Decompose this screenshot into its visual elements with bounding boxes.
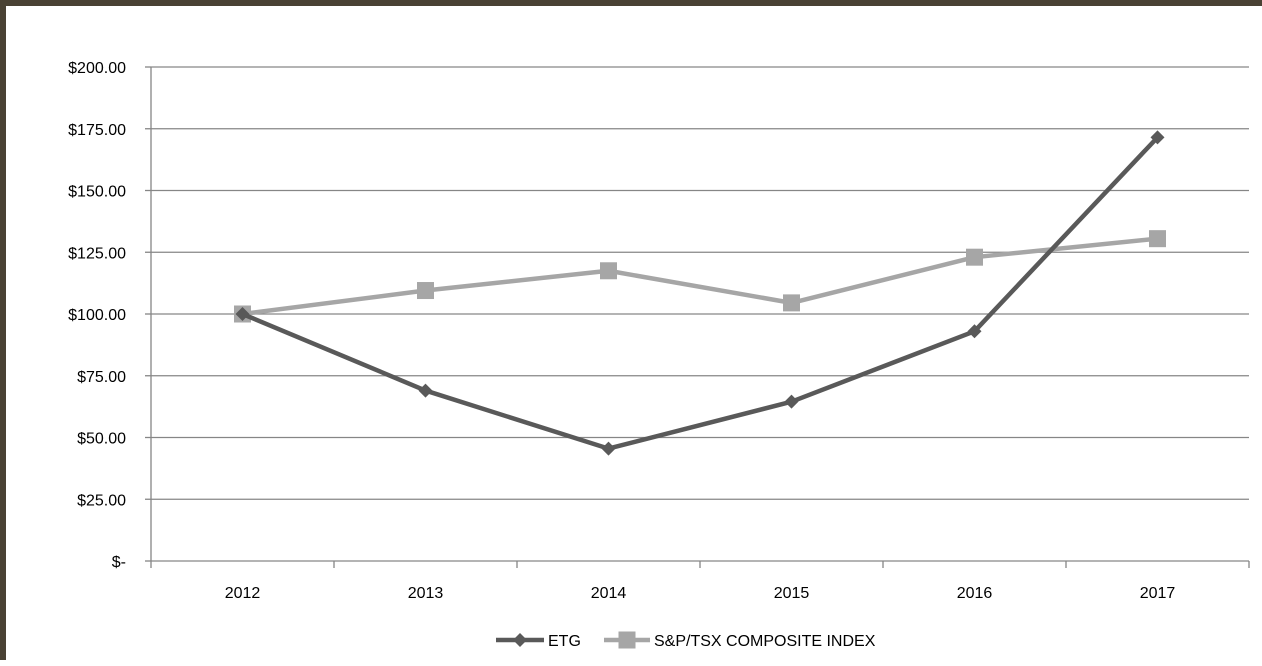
data-point <box>235 307 250 321</box>
y-tick-label: $175.00 <box>68 122 126 139</box>
y-tick-label: $100.00 <box>68 307 126 324</box>
data-point <box>1150 130 1165 145</box>
y-tick-label: $200.00 <box>68 60 126 77</box>
x-tick-label: 2012 <box>225 585 261 602</box>
data-point <box>966 248 983 266</box>
x-axis-tick-labels: 2012 2013 2014 2015 2016 2017 <box>225 585 1176 602</box>
x-tick-label: 2014 <box>591 585 627 602</box>
x-tick-label: 2017 <box>1140 585 1176 602</box>
data-point <box>418 383 433 398</box>
data-point <box>601 441 616 456</box>
legend: ETG S&P/TSX COMPOSITE INDEX <box>496 631 876 650</box>
legend-swatch-marker <box>618 631 636 649</box>
y-tick-label: $150.00 <box>68 184 126 201</box>
series-line <box>241 135 1160 451</box>
line-chart: $- $25.00 $50.00 $75.00 $100.00 $125.00 $150.0… <box>68 60 1250 650</box>
legend-label: S&P/TSX COMPOSITE INDEX <box>654 633 876 650</box>
data-point <box>784 394 799 409</box>
data-point <box>600 262 617 280</box>
legend-swatch-marker <box>513 633 527 647</box>
series-line <box>242 236 1158 317</box>
data-point <box>783 294 800 312</box>
x-tick-label: 2013 <box>408 585 444 602</box>
legend-label: ETG <box>548 633 581 650</box>
legend-item-etg: ETG <box>496 633 581 650</box>
series-etg <box>235 130 1165 456</box>
x-tick-label: 2015 <box>774 585 810 602</box>
legend-item-sp-tsx-composite-index: S&P/TSX COMPOSITE INDEX <box>604 631 876 650</box>
data-point <box>967 324 982 339</box>
data-point <box>417 282 434 300</box>
y-tick-label: $125.00 <box>68 245 126 262</box>
data-point <box>1149 230 1166 248</box>
y-axis-tick-labels: $- $25.00 $50.00 $75.00 $100.00 $125.00 $150.0… <box>68 60 126 571</box>
axes <box>145 66 1250 568</box>
gridlines <box>151 66 1249 500</box>
y-tick-label: $50.00 <box>77 431 126 448</box>
series-sp-tsx-composite-index <box>234 230 1166 323</box>
x-tick-label: 2016 <box>957 585 993 602</box>
series <box>234 130 1166 456</box>
y-tick-label: $75.00 <box>77 369 126 386</box>
y-tick-label: $- <box>112 554 126 571</box>
y-tick-label: $25.00 <box>77 492 126 509</box>
